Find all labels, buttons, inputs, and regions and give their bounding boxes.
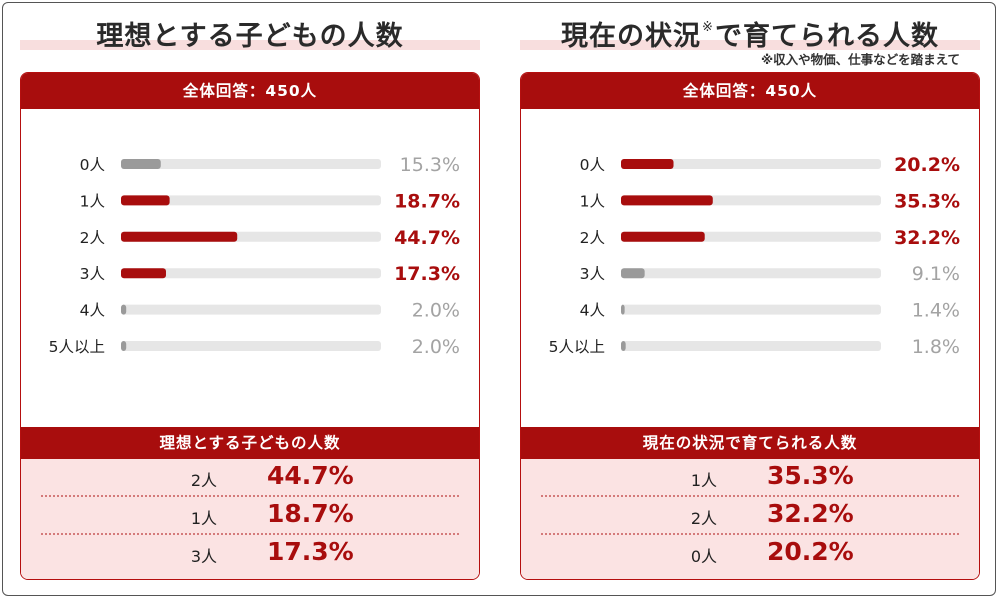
summary-row-label: 2人: [190, 471, 217, 490]
ideal-title-area: 理想とする子どもの人数: [20, 12, 480, 52]
ideal-value-label: 2.0%: [412, 336, 460, 358]
current-bar-track: [621, 341, 881, 351]
current-category-label: 0人: [580, 156, 605, 174]
current-value-label: 9.1%: [912, 263, 960, 285]
current-column: 現在の状況※で育てられる人数 ※収入や物価、仕事などを踏まえて 全体回答：450…: [520, 0, 980, 600]
current-category-label: 2人: [580, 229, 605, 247]
summary-row: 1人 35.3%: [541, 459, 959, 497]
current-value-label: 32.2%: [894, 227, 960, 249]
ideal-value-label: 2.0%: [412, 300, 460, 322]
summary-row: 0人 20.2%: [541, 535, 959, 571]
ideal-panel-header: 全体回答：450人: [21, 73, 479, 109]
current-value-label: 1.4%: [912, 300, 960, 322]
ideal-bar-track: [121, 304, 381, 315]
summary-row-value: 35.3%: [767, 461, 854, 490]
ideal-bar-track: [121, 195, 381, 206]
ideal-title: 理想とする子どもの人数: [96, 21, 404, 52]
current-category-label: 5人以上: [549, 338, 605, 356]
ideal-bar: [121, 159, 161, 169]
summary-row-value: 18.7%: [267, 499, 354, 528]
summary-row-label: 3人: [190, 547, 217, 566]
ideal-bar: [121, 341, 127, 351]
summary-row-value: 44.7%: [267, 461, 354, 490]
ideal-category-label: 5人以上: [49, 338, 105, 356]
summary-row-label: 2人: [690, 509, 717, 528]
current-value-label: 1.8%: [912, 336, 960, 358]
ideal-bar-track: [121, 268, 381, 279]
current-bar: [621, 341, 626, 351]
ideal-panel: 全体回答：450人 0人 15.3% 1人 18.7% 2人 44.7% 3人 17.3% 4人…: [20, 72, 480, 580]
ideal-category-label: 0人: [80, 156, 105, 174]
ideal-category-label: 4人: [80, 302, 105, 320]
ideal-bar: [121, 304, 127, 315]
ideal-value-label: 15.3%: [400, 154, 460, 176]
ideal-category-label: 1人: [80, 192, 105, 210]
title-underline-band: [520, 40, 980, 50]
summary-row: 3人 17.3%: [41, 535, 459, 571]
current-title-mark: ※: [702, 20, 714, 35]
summary-row: 2人 32.2%: [541, 497, 959, 535]
current-bar-track: [621, 159, 881, 169]
ideal-category-label: 2人: [80, 229, 105, 247]
summary-row: 1人 18.7%: [41, 497, 459, 535]
current-panel-header: 全体回答：450人: [521, 73, 979, 109]
current-bar-track: [621, 304, 881, 315]
current-bar: [621, 195, 713, 206]
current-category-label: 4人: [580, 302, 605, 320]
ideal-value-label: 44.7%: [394, 227, 460, 249]
summary-row-label: 1人: [190, 509, 217, 528]
current-title-area: 現在の状況※で育てられる人数: [520, 12, 980, 52]
current-bar-track: [621, 268, 881, 279]
current-bar: [621, 304, 625, 315]
ideal-bar-track: [121, 341, 381, 351]
current-value-label: 35.3%: [894, 190, 960, 212]
current-category-label: 1人: [580, 192, 605, 210]
summary-row-value: 17.3%: [267, 537, 354, 566]
ideal-bar: [121, 195, 170, 206]
ideal-bar: [121, 268, 166, 279]
current-bar: [621, 268, 645, 279]
title-underline-band: [20, 40, 480, 50]
current-panel: 全体回答：450人 0人 20.2% 1人 35.3% 2人 32.2% 3人 9.1% 4人 1…: [520, 72, 980, 580]
summary-row-label: 0人: [690, 547, 717, 566]
ideal-summary: 理想とする子どもの人数 2人 44.7% 1人 18.7% 3人 17.3%: [21, 427, 479, 579]
current-value-label: 20.2%: [894, 154, 960, 176]
ideal-category-label: 3人: [80, 265, 105, 283]
current-bar: [621, 231, 705, 242]
current-title: 現在の状況※で育てられる人数: [520, 14, 980, 53]
current-bar-chart: 0人 20.2% 1人 35.3% 2人 32.2% 3人 9.1% 4人 1.4% 5人以上 1.8…: [549, 154, 960, 358]
ideal-column: 理想とする子どもの人数 全体回答：450人 0人 15.3% 1人 18.7% 2人 44…: [20, 0, 480, 600]
summary-row-value: 20.2%: [767, 537, 854, 566]
summary-row: 2人 44.7%: [41, 459, 459, 497]
current-summary-header: 現在の状況で育てられる人数: [521, 427, 979, 459]
current-category-label: 3人: [580, 265, 605, 283]
current-title-main: 現在の状況: [561, 21, 702, 52]
current-bar: [621, 159, 674, 169]
ideal-value-label: 18.7%: [394, 190, 460, 212]
summary-row-label: 1人: [690, 471, 717, 490]
ideal-bar-track: [121, 159, 381, 169]
ideal-bar-chart: 0人 15.3% 1人 18.7% 2人 44.7% 3人 17.3% 4人 2.0% 5人以上 2.…: [49, 154, 460, 358]
ideal-summary-header: 理想とする子どもの人数: [21, 427, 479, 459]
current-title-rest: で育てられる人数: [714, 21, 939, 52]
ideal-bar: [121, 231, 238, 242]
current-title-note: ※収入や物価、仕事などを踏まえて: [760, 52, 960, 67]
ideal-value-label: 17.3%: [394, 263, 460, 285]
current-summary: 現在の状況で育てられる人数 1人 35.3% 2人 32.2% 0人 20.2%: [521, 427, 979, 579]
summary-row-value: 32.2%: [767, 499, 854, 528]
